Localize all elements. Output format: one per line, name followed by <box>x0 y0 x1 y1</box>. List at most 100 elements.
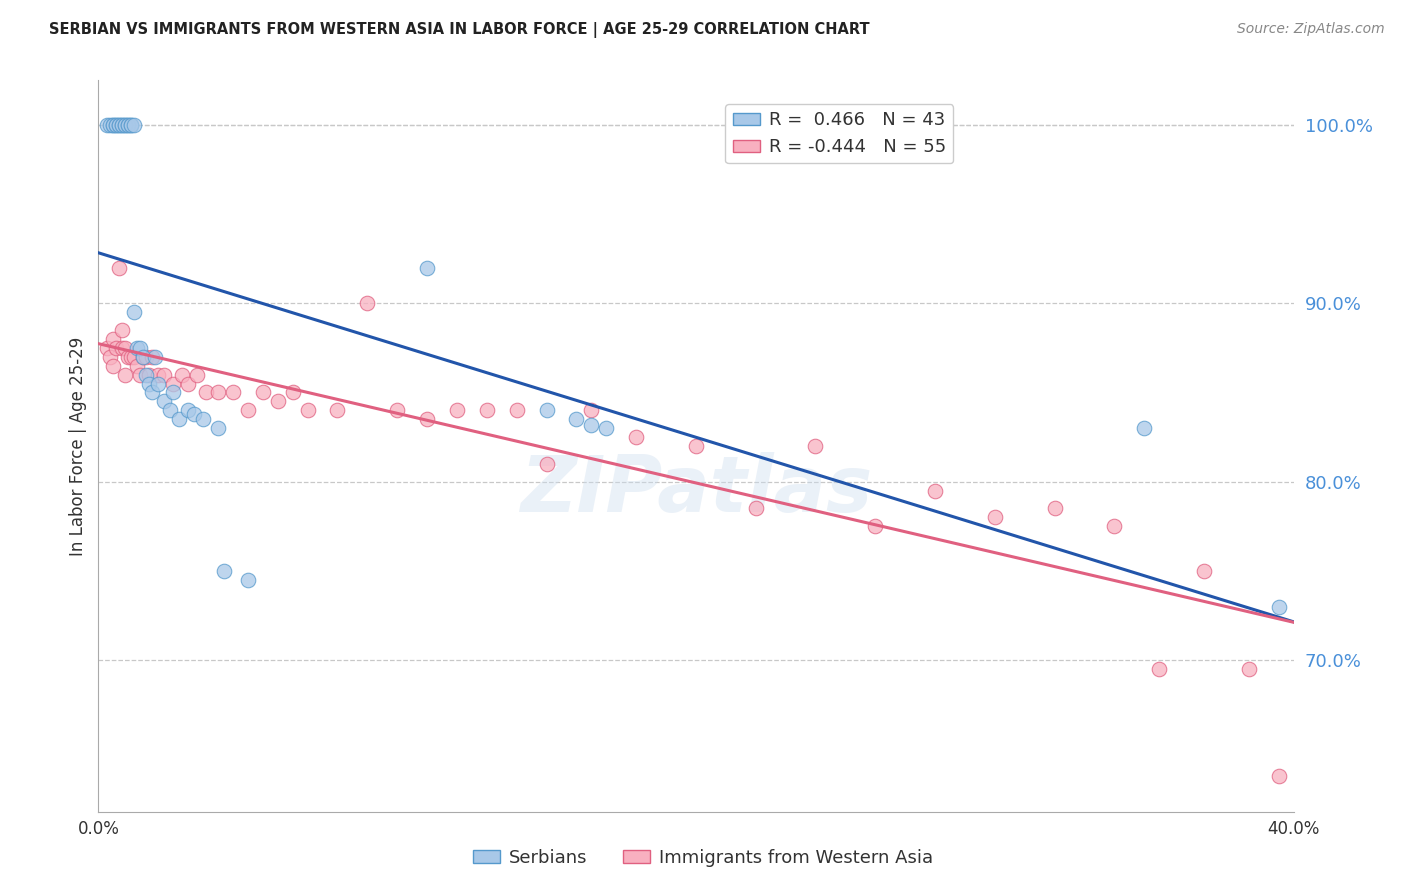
Point <box>1237 662 1260 676</box>
Y-axis label: In Labor Force | Age 25-29: In Labor Force | Age 25-29 <box>69 336 87 556</box>
Point <box>212 564 235 578</box>
Point <box>1192 564 1215 578</box>
Point <box>1267 769 1289 783</box>
Point <box>96 118 118 132</box>
Point <box>159 403 181 417</box>
Point <box>108 260 131 275</box>
Point <box>222 385 245 400</box>
Point <box>129 368 152 382</box>
Point <box>191 412 214 426</box>
Point <box>1104 519 1126 533</box>
Point <box>111 323 134 337</box>
Point <box>186 368 208 382</box>
Point <box>138 376 160 391</box>
Point <box>1267 599 1289 614</box>
Point <box>595 421 617 435</box>
Point <box>1043 501 1066 516</box>
Point <box>984 510 1007 524</box>
Point <box>626 430 648 444</box>
Point <box>356 296 378 310</box>
Point <box>135 350 157 364</box>
Point <box>141 385 163 400</box>
Point <box>236 403 259 417</box>
Point <box>148 368 170 382</box>
Point <box>281 385 304 400</box>
Point <box>117 350 139 364</box>
Point <box>120 118 142 132</box>
Point <box>148 376 170 391</box>
Point <box>745 501 768 516</box>
Point <box>565 412 588 426</box>
Point <box>114 368 136 382</box>
Point <box>103 332 125 346</box>
Point <box>111 341 134 355</box>
Point <box>1147 662 1170 676</box>
Point <box>506 403 529 417</box>
Point <box>865 519 887 533</box>
Point <box>132 350 155 364</box>
Point <box>124 118 146 132</box>
Point <box>1133 421 1156 435</box>
Point <box>111 118 134 132</box>
Point <box>111 118 134 132</box>
Point <box>267 394 290 409</box>
Point <box>685 439 707 453</box>
Point <box>117 118 139 132</box>
Point <box>138 368 160 382</box>
Point <box>120 350 142 364</box>
Point <box>297 403 319 417</box>
Point <box>120 118 142 132</box>
Point <box>195 385 218 400</box>
Point <box>475 403 498 417</box>
Point <box>207 421 229 435</box>
Point <box>129 341 152 355</box>
Point <box>103 359 125 373</box>
Point <box>804 439 827 453</box>
Text: SERBIAN VS IMMIGRANTS FROM WESTERN ASIA IN LABOR FORCE | AGE 25-29 CORRELATION C: SERBIAN VS IMMIGRANTS FROM WESTERN ASIA … <box>49 22 870 38</box>
Point <box>124 305 146 319</box>
Legend: Serbians, Immigrants from Western Asia: Serbians, Immigrants from Western Asia <box>465 842 941 874</box>
Point <box>236 573 259 587</box>
Point <box>98 350 122 364</box>
Point <box>114 118 136 132</box>
Point <box>114 118 136 132</box>
Point <box>326 403 349 417</box>
Point <box>581 403 603 417</box>
Point <box>536 457 558 471</box>
Point <box>416 412 439 426</box>
Point <box>536 403 558 417</box>
Point <box>135 368 157 382</box>
Point <box>143 350 166 364</box>
Point <box>127 359 149 373</box>
Text: ZIPatlas: ZIPatlas <box>520 452 872 528</box>
Point <box>162 376 184 391</box>
Point <box>98 118 122 132</box>
Point <box>103 118 125 132</box>
Point <box>177 376 200 391</box>
Point <box>96 341 118 355</box>
Text: Source: ZipAtlas.com: Source: ZipAtlas.com <box>1237 22 1385 37</box>
Point <box>446 403 468 417</box>
Point <box>207 385 229 400</box>
Point <box>108 118 131 132</box>
Point <box>153 394 176 409</box>
Point <box>172 368 194 382</box>
Point <box>177 403 200 417</box>
Point <box>167 412 190 426</box>
Point <box>183 407 205 421</box>
Legend: R =  0.466   N = 43, R = -0.444   N = 55: R = 0.466 N = 43, R = -0.444 N = 55 <box>725 104 953 163</box>
Point <box>162 385 184 400</box>
Point <box>105 341 128 355</box>
Point <box>141 350 163 364</box>
Point <box>114 341 136 355</box>
Point <box>581 417 603 432</box>
Point <box>127 341 149 355</box>
Point <box>103 118 125 132</box>
Point <box>416 260 439 275</box>
Point <box>117 118 139 132</box>
Point <box>924 483 946 498</box>
Point <box>108 118 131 132</box>
Point <box>385 403 409 417</box>
Point <box>105 118 128 132</box>
Point <box>153 368 176 382</box>
